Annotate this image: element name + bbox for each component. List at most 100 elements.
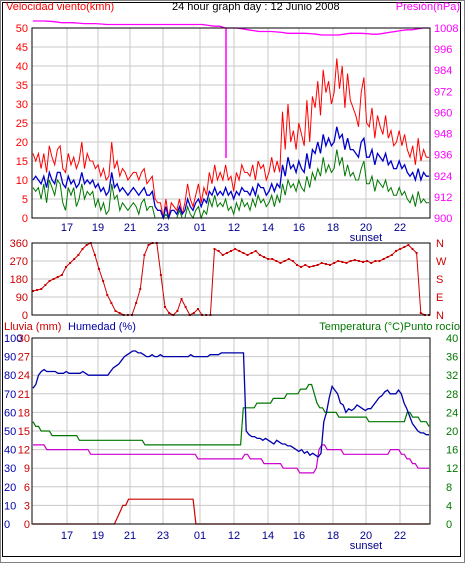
x-tick-label: 17	[61, 222, 73, 234]
pressure-y-tick: 996	[434, 44, 452, 56]
pressure-y-tick: 948	[434, 129, 452, 141]
compass-label: W	[436, 256, 447, 268]
rain-y-tick: 6	[24, 482, 30, 494]
direction-point	[102, 280, 105, 282]
direction-point	[159, 274, 162, 276]
pressure-y-tick: 936	[434, 150, 452, 162]
direction-point	[366, 260, 369, 262]
wind-y-tick: 5	[22, 194, 28, 206]
direction-point	[98, 268, 100, 270]
direction-point	[395, 250, 397, 252]
direction-point	[415, 252, 418, 254]
direction-y-tick: 0	[22, 310, 28, 322]
x-tick-label: 22	[394, 530, 406, 542]
direction-point	[291, 260, 294, 262]
pressure-y-tick: 984	[434, 65, 452, 77]
humidity-y-tick: 100	[4, 333, 22, 345]
temperature-title: Temperatura (°C)Punto rocío	[319, 321, 460, 333]
direction-point	[370, 262, 373, 264]
sunset-marker: sunset	[350, 540, 382, 552]
plot-frame	[31, 242, 431, 316]
direction-point	[242, 252, 245, 254]
direction-point	[106, 294, 109, 296]
direction-point	[250, 252, 253, 254]
direction-point	[213, 248, 216, 250]
rain-title: Lluvia (mm)	[4, 321, 61, 333]
direction-point	[192, 312, 195, 314]
series-temperature	[32, 383, 430, 446]
direction-point	[329, 264, 331, 266]
series-wind-avg	[32, 126, 429, 221]
x-tick-label: 16	[293, 530, 305, 542]
direction-point	[353, 259, 356, 261]
humidity-y-tick: 30	[4, 463, 16, 475]
sunset-marker: sunset	[350, 232, 382, 244]
direction-point	[180, 298, 183, 300]
direction-point	[73, 258, 76, 260]
tick-labels: 0510152025303540455090091292493694896097…	[4, 23, 458, 552]
x-tick-label: 23	[157, 222, 169, 234]
direction-y-tick: 360	[10, 238, 28, 250]
temperature-y-tick: 4	[446, 500, 452, 512]
direction-point	[345, 262, 348, 264]
direction-point	[197, 308, 199, 310]
direction-point	[419, 312, 422, 314]
direction-point	[217, 250, 220, 252]
direction-point	[230, 250, 232, 252]
x-tick-label: 12	[228, 222, 240, 234]
direction-point	[168, 312, 171, 314]
direction-point	[258, 254, 261, 256]
x-tick-label: 12	[228, 530, 240, 542]
direction-point	[221, 254, 224, 256]
direction-point	[337, 260, 340, 262]
direction-point	[69, 262, 72, 264]
direction-point	[32, 290, 34, 292]
compass-label: E	[436, 292, 443, 304]
direction-point	[56, 276, 59, 278]
direction-point	[312, 265, 315, 267]
direction-point	[234, 248, 237, 250]
pressure-y-tick: 1008	[434, 23, 458, 35]
direction-point	[110, 302, 113, 304]
plot-frames	[31, 27, 431, 525]
direction-point	[324, 263, 327, 265]
direction-y-tick: 270	[10, 256, 28, 268]
humidity-y-tick: 80	[4, 370, 16, 382]
direction-point	[304, 264, 307, 266]
wind-y-tick: 45	[16, 42, 28, 54]
direction-point	[275, 260, 278, 262]
humidity-y-tick: 60	[4, 407, 16, 419]
x-tick-label: 16	[293, 222, 305, 234]
plot-frame	[31, 337, 431, 525]
x-tick-label: 19	[92, 530, 104, 542]
direction-point	[81, 248, 84, 250]
temperature-y-tick: 24	[446, 407, 458, 419]
direction-point	[147, 244, 150, 246]
top-section-frame	[2, 2, 461, 557]
direction-point	[176, 310, 179, 312]
direction-point	[378, 260, 381, 262]
direction-point	[246, 254, 249, 256]
direction-point	[65, 266, 67, 268]
humidity-y-tick: 90	[4, 352, 16, 364]
temperature-y-tick: 8	[446, 482, 452, 494]
direction-point	[184, 306, 187, 308]
series-wind-gust	[32, 58, 429, 219]
series-humidity	[32, 350, 429, 458]
direction-point	[283, 260, 286, 262]
direction-point	[320, 262, 323, 264]
temperature-y-tick: 28	[446, 389, 458, 401]
direction-point	[254, 250, 257, 252]
pressure-y-tick: 972	[434, 86, 452, 98]
direction-point	[296, 264, 298, 266]
direction-point	[52, 278, 55, 280]
direction-point	[362, 261, 364, 263]
temperature-y-tick: 16	[446, 445, 458, 457]
temperature-y-tick: 0	[446, 519, 452, 531]
compass-label: N	[436, 310, 444, 322]
direction-point	[48, 280, 51, 282]
direction-point	[287, 258, 290, 260]
direction-point	[308, 266, 311, 268]
temperature-y-tick: 36	[446, 352, 458, 364]
x-tick-label: 19	[92, 222, 104, 234]
